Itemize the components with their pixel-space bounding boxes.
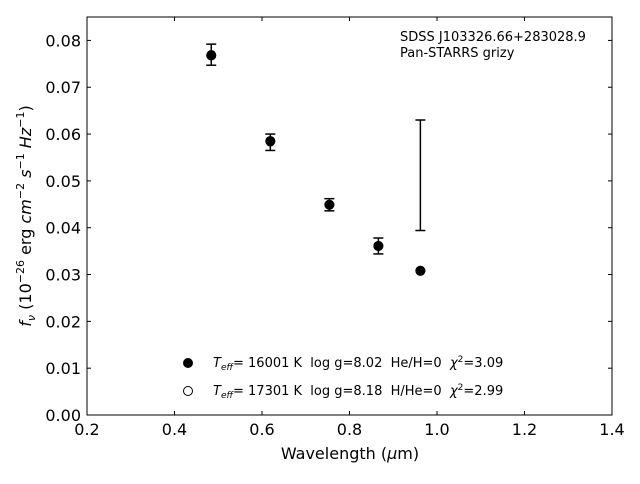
data-points bbox=[206, 50, 426, 276]
x-tick-label: 0.4 bbox=[162, 420, 187, 439]
y-axis-label: fν (10−26 erg cm−2 s−1 Hz−1) bbox=[14, 105, 38, 326]
legend-marker-filled bbox=[183, 358, 193, 368]
annotation-line-1: SDSS J103326.66+283028.9 bbox=[400, 30, 586, 45]
x-tick-label: 1.0 bbox=[424, 420, 449, 439]
x-tick-label: 1.2 bbox=[512, 420, 537, 439]
y-tick-label: 0.00 bbox=[45, 406, 81, 425]
y-tick-label: 0.08 bbox=[45, 31, 81, 50]
model-point-open bbox=[415, 265, 426, 276]
legend-label-1: Teff= 16001 K log g=8.02 He/H=0 χ2=3.09 bbox=[213, 355, 503, 373]
y-tick-label: 0.02 bbox=[45, 312, 81, 331]
y-tick-label: 0.06 bbox=[45, 125, 81, 144]
y-tick-label: 0.05 bbox=[45, 172, 81, 191]
y-tick-label: 0.07 bbox=[45, 78, 81, 97]
model-point-open bbox=[373, 240, 384, 251]
model-point-open bbox=[265, 136, 276, 147]
x-tick-label: 0.8 bbox=[337, 420, 362, 439]
y-tick-label: 0.01 bbox=[45, 359, 81, 378]
legend-marker-open bbox=[183, 386, 193, 396]
ticks: 0.2 0.4 0.6 0.8 1.0 1.2 1.4 0.00 0.01 0.02 0.03 0.0… bbox=[45, 17, 625, 439]
y-tick-label: 0.03 bbox=[45, 266, 81, 285]
x-axis-label: Wavelength (μm) bbox=[281, 444, 419, 463]
x-tick-label: 1.4 bbox=[599, 420, 624, 439]
legend: Teff= 16001 K log g=8.02 He/H=0 χ2=3.09 … bbox=[183, 355, 503, 401]
x-tick-label: 0.2 bbox=[74, 420, 99, 439]
model-point-open bbox=[206, 50, 217, 61]
model-point-open bbox=[324, 199, 335, 210]
error-bars bbox=[206, 43, 426, 255]
x-tick-label: 0.6 bbox=[249, 420, 274, 439]
annotation-line-2: Pan-STARRS grizy bbox=[400, 46, 515, 61]
y-tick-label: 0.04 bbox=[45, 219, 81, 238]
legend-label-2: Teff= 17301 K log g=8.18 H/He=0 χ2=2.99 bbox=[213, 383, 503, 401]
